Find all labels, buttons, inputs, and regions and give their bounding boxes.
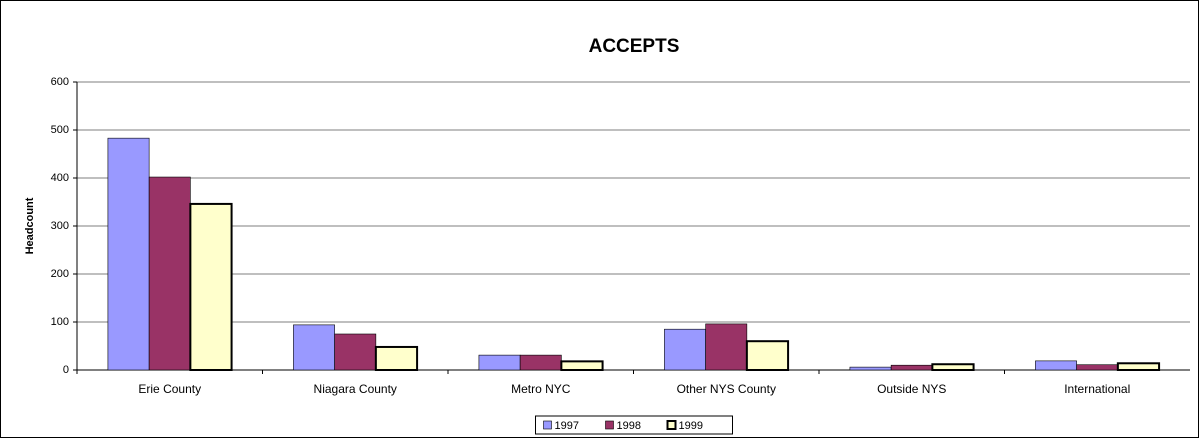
bar [107,137,150,371]
y-tick-label: 100 [51,316,69,328]
bar [189,202,233,371]
bar [849,366,892,371]
legend-label: 1999 [679,420,703,432]
bar [1035,360,1077,371]
x-tick-label: Other NYS County [677,382,776,396]
legend-box [535,415,733,435]
bar [148,176,191,371]
y-axis-label: Headcount [24,197,36,254]
x-tick-label: International [1064,382,1130,396]
x-tick-label: Niagara County [314,382,397,396]
y-tick-label: 500 [51,124,69,136]
bar [705,323,748,371]
bar [519,354,562,371]
bar [664,328,706,371]
bar [1116,362,1161,371]
bar [478,354,521,371]
y-tick-label: 400 [51,172,69,184]
bar [745,340,790,372]
x-tick-label: Outside NYS [877,382,946,396]
legend-swatch [605,420,614,430]
bar [334,333,377,371]
x-tick-label: Erie County [138,382,201,396]
y-tick-label: 600 [51,76,69,88]
bar [374,345,419,371]
bar [560,360,604,371]
legend-label: 1998 [617,420,641,432]
bar [1076,364,1119,371]
bar [931,363,975,371]
y-tick-label: 300 [51,220,69,232]
x-tick-label: Metro NYC [511,382,571,396]
legend-swatch [543,420,552,430]
y-tick-label: 0 [63,364,69,376]
chart-title: ACCEPTS [589,36,680,57]
bar [890,364,933,371]
y-tick-label: 200 [51,268,69,280]
legend-label: 1997 [555,420,579,432]
bar [293,324,335,371]
legend-swatch [666,420,677,430]
